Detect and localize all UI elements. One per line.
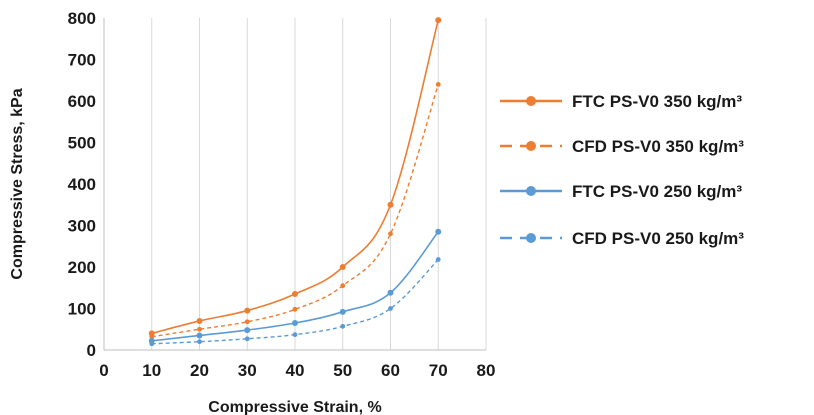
legend-swatch-marker [526,96,536,106]
legend-swatch-marker [526,233,536,243]
series-3 [148,228,442,344]
legend-item-3: FTC PS-V0 250 kg/m³ [500,182,742,201]
data-point [435,82,441,87]
series-4 [149,257,441,347]
y-tick-label: 500 [68,134,96,153]
data-point [292,320,298,327]
data-point [149,334,155,340]
x-tick-label: 50 [333,361,352,380]
y-tick-label: 800 [68,9,96,28]
data-point [292,306,298,312]
y-tick-labels: 0 100 200 300 400 500 600 700 800 [68,9,96,360]
x-tick-label: 20 [190,361,209,380]
y-axis-title: Compressive Stress, kPa [9,88,26,279]
data-point [340,283,346,289]
data-point [244,307,251,314]
x-tick-labels: 0 10 20 30 40 50 60 70 80 [99,361,495,380]
data-point [435,228,442,235]
x-tick-label: 80 [477,361,496,380]
series-group [148,17,442,347]
data-point [197,339,202,345]
legend-item-2: CFD PS-V0 350 kg/m³ [500,137,744,156]
y-tick-label: 700 [68,51,96,70]
legend-label: FTC PS-V0 250 kg/m³ [572,182,742,201]
data-point [292,332,298,338]
legend-label: CFD PS-V0 250 kg/m³ [572,229,744,248]
data-point [340,323,346,329]
data-point [388,306,393,311]
data-point [339,308,346,315]
data-point [435,17,442,24]
data-point [244,336,250,342]
legend-item-1: FTC PS-V0 350 kg/m³ [500,92,742,111]
y-tick-label: 600 [68,92,96,111]
data-point [196,332,203,339]
legend: FTC PS-V0 350 kg/m³ CFD PS-V0 350 kg/m³ FT… [500,92,744,248]
x-tick-label: 40 [286,361,305,380]
x-tick-label: 70 [429,361,448,380]
x-tick-label: 30 [238,361,257,380]
x-axis-title: Compressive Strain, % [208,399,381,415]
data-point [339,264,346,270]
legend-item-4: CFD PS-V0 250 kg/m³ [500,229,744,248]
data-point [387,289,394,296]
axes [103,18,486,351]
data-point [435,257,441,262]
x-tick-label: 10 [142,361,161,380]
legend-swatch-marker [526,141,536,151]
y-tick-label: 100 [68,300,96,319]
data-point [244,327,251,334]
data-point [387,201,394,208]
data-point [149,341,155,347]
y-tick-label: 200 [68,258,96,277]
gridlines [151,18,487,350]
data-point [292,290,298,297]
y-tick-label: 0 [87,341,96,360]
x-tick-label: 0 [99,361,108,380]
data-point [197,326,202,332]
x-tick-label: 60 [381,361,400,380]
legend-label: CFD PS-V0 350 kg/m³ [572,137,744,156]
series-2 [149,82,441,340]
y-tick-label: 300 [68,217,96,236]
legend-swatch-marker [526,186,536,196]
legend-label: FTC PS-V0 350 kg/m³ [572,92,742,111]
data-point [388,231,393,237]
data-point [196,317,203,324]
y-tick-label: 400 [68,175,96,194]
data-point [244,319,250,325]
